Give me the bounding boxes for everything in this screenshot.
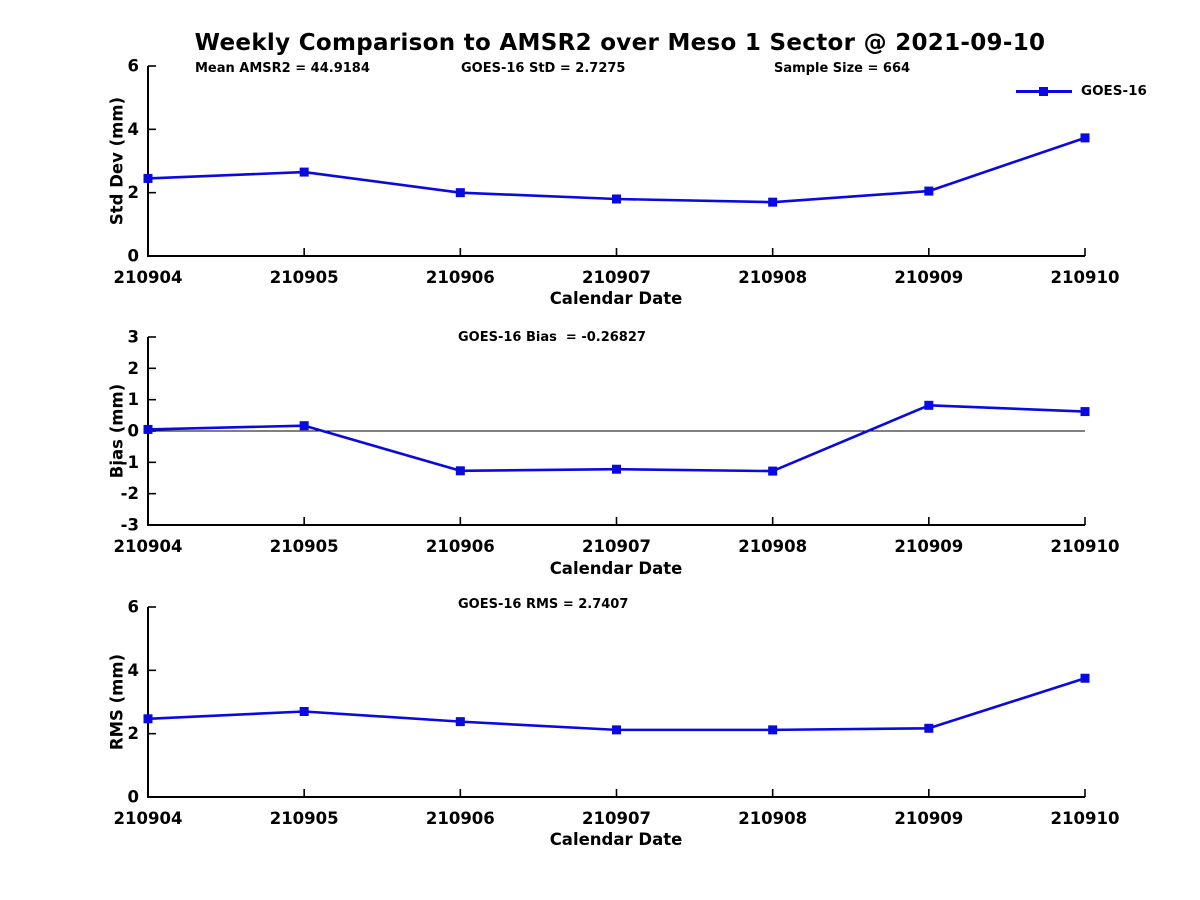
- x-tick-label: 210907: [582, 537, 651, 556]
- y-tick-label: 6: [128, 57, 139, 76]
- data-point-marker: [299, 421, 309, 431]
- x-tick-label: 210909: [894, 268, 963, 287]
- x-tick-label: 210910: [1051, 268, 1120, 287]
- stddev-x-axis-label: Calendar Date: [549, 289, 683, 308]
- x-tick-label: 210910: [1051, 537, 1120, 556]
- y-tick-label: 0: [128, 422, 139, 441]
- data-point-marker: [924, 723, 934, 733]
- data-point-marker: [768, 197, 778, 207]
- y-tick-label: 2: [128, 183, 139, 202]
- y-tick-label: 0: [128, 247, 139, 266]
- y-tick-label: -2: [121, 484, 139, 503]
- goes16-rms-annotation: GOES-16 RMS = 2.7407: [458, 597, 629, 612]
- x-tick-label: 210906: [426, 268, 495, 287]
- data-point-marker: [612, 725, 621, 735]
- series-line-GOES-16: [147, 677, 1086, 732]
- x-tick-label: 210904: [114, 809, 183, 828]
- x-tick-label: 210909: [894, 537, 963, 556]
- data-point-marker: [1080, 407, 1090, 417]
- x-tick-label: 210906: [426, 537, 495, 556]
- rms-x-axis-label: Calendar Date: [549, 830, 683, 849]
- data-point-marker: [924, 186, 934, 196]
- x-tick-label: 210910: [1051, 809, 1120, 828]
- legend-label: GOES-16: [1081, 83, 1147, 99]
- data-point-marker: [455, 188, 465, 198]
- y-tick-label: -3: [121, 516, 139, 535]
- plot-bias: -3 -2 -1 0 1 2 3 210904 210905 210906 210907 210908…: [114, 328, 1120, 557]
- data-point-marker: [924, 400, 934, 410]
- x-tick-label: 210907: [582, 268, 651, 287]
- mean-amsr2-annotation: Mean AMSR2 = 44.9184: [195, 61, 370, 76]
- y-tick-label: 4: [128, 120, 139, 139]
- x-tick-label: 210906: [426, 809, 495, 828]
- y-tick-label: 6: [128, 598, 139, 617]
- data-point-marker: [768, 725, 778, 735]
- x-tick-label: 210905: [270, 537, 339, 556]
- data-point-marker: [299, 167, 309, 177]
- axes-spines: [147, 607, 1085, 798]
- rms-y-axis-label: RMS (mm): [107, 653, 127, 751]
- x-tick-label: 210905: [270, 809, 339, 828]
- y-tick-label: 0: [128, 788, 139, 807]
- y-tick-label: 1: [128, 390, 139, 409]
- y-tick-label: 2: [128, 724, 139, 743]
- data-point-marker: [143, 424, 153, 434]
- data-point-marker: [612, 194, 621, 204]
- x-tick-label: 210908: [738, 268, 807, 287]
- data-point-marker: [143, 173, 153, 183]
- data-point-marker: [768, 466, 778, 476]
- bias-x-axis-label: Calendar Date: [549, 559, 683, 578]
- series-line-GOES-16: [147, 404, 1086, 473]
- y-tick-label: 2: [128, 359, 139, 378]
- legend: GOES-16: [1016, 83, 1147, 99]
- x-tick-label: 210908: [738, 809, 807, 828]
- x-tick-label: 210909: [894, 809, 963, 828]
- x-tick-label: 210904: [114, 537, 183, 556]
- goes16-std-annotation: GOES-16 StD = 2.7275: [461, 61, 626, 76]
- axes-spines: [147, 66, 1085, 257]
- figure-title: Weekly Comparison to AMSR2 over Meso 1 S…: [194, 30, 1046, 56]
- x-tick-label: 210907: [582, 809, 651, 828]
- y-tick-label: -1: [121, 453, 139, 472]
- bias-y-axis-label: Bias (mm): [107, 383, 127, 479]
- legend-line-sample: [1016, 86, 1072, 97]
- data-point-marker: [1080, 673, 1090, 683]
- y-tick-label: 4: [128, 661, 139, 680]
- stddev-y-axis-label: Std Dev (mm): [107, 96, 127, 226]
- x-tick-label: 210904: [114, 268, 183, 287]
- data-point-marker: [143, 714, 153, 724]
- data-point-marker: [455, 466, 465, 476]
- data-point-marker: [299, 707, 309, 716]
- legend-square-marker: [1039, 86, 1048, 96]
- y-tick-label: 3: [128, 328, 139, 347]
- plot-std-dev: 0 2 4 6 210904 210905 210906 210907 210908 210909…: [114, 57, 1120, 288]
- data-point-marker: [1080, 133, 1090, 143]
- sample-size-annotation: Sample Size = 664: [774, 61, 911, 76]
- goes16-bias-annotation: GOES-16 Bias = -0.26827: [458, 330, 646, 345]
- plot-rms: 0 2 4 6 210904 210905 210906 210907 210908 210909…: [114, 598, 1120, 829]
- x-tick-label: 210908: [738, 537, 807, 556]
- data-point-marker: [455, 717, 465, 727]
- series-line-GOES-16: [147, 136, 1086, 204]
- data-point-marker: [612, 464, 621, 474]
- x-tick-label: 210905: [270, 268, 339, 287]
